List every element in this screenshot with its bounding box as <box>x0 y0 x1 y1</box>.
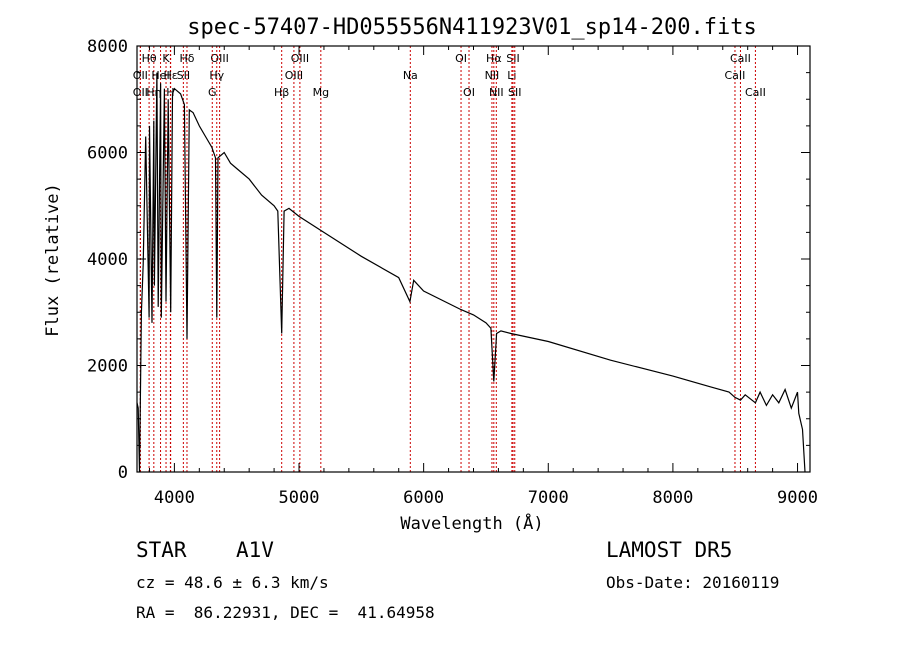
x-tick-label: 8000 <box>652 488 693 508</box>
line-label: Hα <box>486 52 502 65</box>
line-label: NII <box>489 86 504 99</box>
line-label: CaII <box>730 52 751 65</box>
redshift-cz: cz = 48.6 ± 6.3 km/s <box>136 573 329 592</box>
line-label: K <box>162 52 170 65</box>
line-label: Mg <box>313 86 329 99</box>
line-label: Na <box>403 69 418 82</box>
x-tick-label: 4000 <box>154 488 195 508</box>
x-axis-ticks: 4000 5000 6000 7000 8000 9000 <box>148 46 818 508</box>
x-axis-label: Wavelength (Å) <box>400 512 543 534</box>
object-class: STAR <box>136 538 187 562</box>
x-tick-label: 9000 <box>777 488 818 508</box>
plot-frame <box>136 45 811 473</box>
line-label: H <box>166 86 174 99</box>
y-tick-label: 8000 <box>87 37 128 57</box>
x-tick-label: 6000 <box>403 488 444 508</box>
line-label: OIII <box>291 52 309 65</box>
line-label: HeI <box>151 69 169 82</box>
line-label: OI <box>463 86 475 99</box>
line-label: Li <box>507 69 516 82</box>
line-label: OIII <box>210 52 228 65</box>
line-label: CaII <box>745 86 766 99</box>
line-label: Hδ <box>179 52 194 65</box>
line-label: Hη <box>146 86 161 99</box>
y-tick-label: 4000 <box>87 250 128 270</box>
line-label: OIII <box>285 69 303 82</box>
coordinates: RA = 86.22931, DEC = 41.64958 <box>136 603 435 622</box>
x-tick-label: 7000 <box>528 488 569 508</box>
line-label: OII <box>133 69 148 82</box>
line-label: NII <box>485 69 500 82</box>
line-label: Hε <box>164 69 178 82</box>
y-tick-label: 6000 <box>87 144 128 164</box>
spectrum-series-line <box>136 72 806 473</box>
x-tick-label: 5000 <box>279 488 320 508</box>
line-label: SII <box>177 69 190 82</box>
y-axis-ticks: 0 2000 4000 6000 8000 <box>87 37 810 483</box>
y-axis-label: Flux (relative) <box>43 183 63 337</box>
y-tick-label: 2000 <box>87 357 128 377</box>
line-label: G <box>208 86 217 99</box>
line-label: CaII <box>725 69 746 82</box>
obs-date: Obs-Date: 20160119 <box>606 573 780 592</box>
line-label: Hβ <box>274 86 289 99</box>
line-label: Hθ <box>142 52 157 65</box>
chart-title: spec-57407-HD055556N411923V01_sp14-200.f… <box>187 15 757 40</box>
line-label: SII <box>508 86 521 99</box>
line-label: OI <box>455 52 467 65</box>
survey-name: LAMOST DR5 <box>606 538 733 562</box>
line-label: SII <box>506 52 519 65</box>
line-label: Hγ <box>209 69 224 82</box>
y-tick-label: 0 <box>118 463 128 483</box>
object-subclass: A1V <box>236 538 274 562</box>
